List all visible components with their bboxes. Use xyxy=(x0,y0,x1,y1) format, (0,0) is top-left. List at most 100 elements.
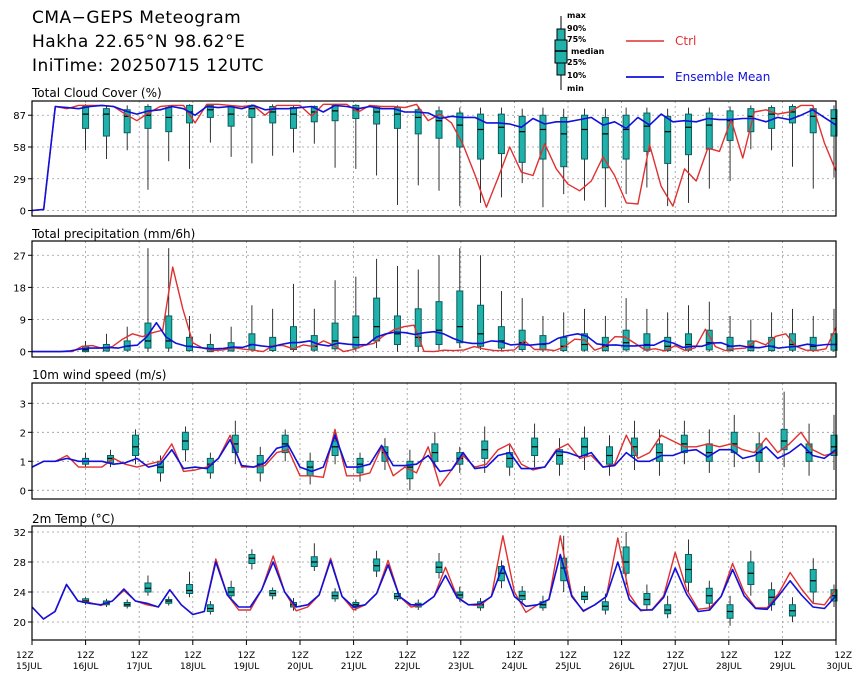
legend-mean-label: Ensemble Mean xyxy=(675,70,770,84)
box-body xyxy=(556,449,564,465)
panel-2: Total precipitation (mm/6h) 0 9 18 27 xyxy=(13,227,838,359)
panel-title: 2m Temp (°C) xyxy=(32,512,115,526)
box-body xyxy=(331,440,339,456)
box-body xyxy=(780,428,788,451)
box-body xyxy=(102,108,110,137)
box-plot xyxy=(165,248,173,352)
box-body xyxy=(664,336,672,352)
x-tick-label-hour: 12Z xyxy=(666,651,684,661)
box-body xyxy=(456,112,464,148)
x-tick-label-date: 19JUL xyxy=(234,662,260,672)
box-plot xyxy=(705,580,713,611)
x-tick-label-date: 27JUL xyxy=(662,662,688,672)
box-plot xyxy=(788,104,796,167)
box-body xyxy=(622,114,630,160)
box-plot xyxy=(705,429,713,473)
box-body xyxy=(373,558,381,572)
legend-box-label: median xyxy=(571,47,605,56)
x-tick-label-hour: 12Z xyxy=(774,651,792,661)
box-body xyxy=(747,108,755,133)
y-tick-label: 58 xyxy=(13,143,26,154)
y-tick-label: 29 xyxy=(13,175,26,186)
box-body xyxy=(331,322,339,350)
box-plot xyxy=(414,269,422,352)
box-body xyxy=(477,113,485,160)
box-body xyxy=(186,336,194,352)
box-plot xyxy=(630,420,638,470)
ensemble-mean-line xyxy=(31,104,837,212)
box-plot xyxy=(809,558,817,604)
y-tick-label: 2 xyxy=(20,428,26,439)
box-plot xyxy=(393,265,401,352)
x-tick-label-date: 26JUL xyxy=(609,662,635,672)
x-tick-label-date: 25JUL xyxy=(555,662,581,672)
x-tick-label-hour: 12Z xyxy=(184,651,202,661)
box-body xyxy=(684,113,692,156)
box-plot xyxy=(165,596,173,606)
box-body xyxy=(82,105,90,129)
box-plot xyxy=(581,108,589,201)
box-body xyxy=(373,297,381,342)
box-body xyxy=(306,460,314,477)
box-body xyxy=(601,116,609,169)
box-plot xyxy=(605,435,613,476)
box-body xyxy=(393,315,401,346)
box-body xyxy=(123,109,131,134)
x-tick-label-hour: 12Z xyxy=(77,651,95,661)
box-body xyxy=(497,113,505,155)
box-plot xyxy=(581,586,589,604)
box-body xyxy=(289,107,297,129)
box-plot xyxy=(809,105,817,189)
x-tick-label-hour: 12Z xyxy=(398,651,416,661)
y-tick-label: 0 xyxy=(20,207,26,218)
box-body xyxy=(289,326,297,351)
meteogram-title: CMA−GEPS Meteogram xyxy=(32,8,242,28)
box-plot xyxy=(306,452,314,485)
box-plot xyxy=(248,104,256,164)
box-plot xyxy=(181,426,189,462)
box-body xyxy=(830,434,838,457)
box-plot xyxy=(684,107,692,203)
ensemble-mean-line xyxy=(31,553,837,620)
box-plot xyxy=(206,601,214,615)
box-plot xyxy=(435,553,443,579)
box-plot xyxy=(373,258,381,349)
box-plot xyxy=(539,315,547,352)
legend-box-label: 10% xyxy=(567,71,586,80)
y-tick-label: 27 xyxy=(13,251,26,262)
box-plot xyxy=(331,588,339,602)
ensemble-mean-line xyxy=(32,321,836,353)
x-tick-label-hour: 12Z xyxy=(613,651,631,661)
box-plot xyxy=(581,426,589,470)
box-plot xyxy=(373,550,381,577)
box-plot xyxy=(227,580,235,600)
box-plot xyxy=(581,308,589,352)
y-tick-label: 24 xyxy=(13,588,26,599)
x-tick-label-date: 29JUL xyxy=(770,662,796,672)
panel-title: 10m wind speed (m/s) xyxy=(32,368,166,382)
box-plot xyxy=(102,333,110,352)
box-plot xyxy=(82,452,90,468)
box-body xyxy=(331,104,339,122)
box-body xyxy=(414,109,422,135)
x-axis: 12Z15JUL12Z16JUL12Z17JUL12Z18JUL12Z19JUL… xyxy=(16,640,852,672)
ctrl-line xyxy=(32,266,837,353)
box-body xyxy=(165,107,173,133)
box-body xyxy=(830,333,838,351)
x-tick-label-date: 21JUL xyxy=(341,662,367,672)
legend-box-label: min xyxy=(567,84,584,93)
box-plot xyxy=(809,315,817,352)
box-body xyxy=(269,336,277,352)
box-body xyxy=(186,584,194,594)
box-body xyxy=(144,105,152,129)
box-plot xyxy=(269,104,277,156)
box-body xyxy=(560,116,568,168)
box-plot xyxy=(156,455,164,482)
box-plot xyxy=(726,595,734,626)
y-tick-label: 0 xyxy=(20,486,26,497)
box-body xyxy=(144,582,152,593)
box-body xyxy=(664,115,672,164)
ctrl-line xyxy=(31,103,837,212)
box-plot xyxy=(768,105,776,151)
